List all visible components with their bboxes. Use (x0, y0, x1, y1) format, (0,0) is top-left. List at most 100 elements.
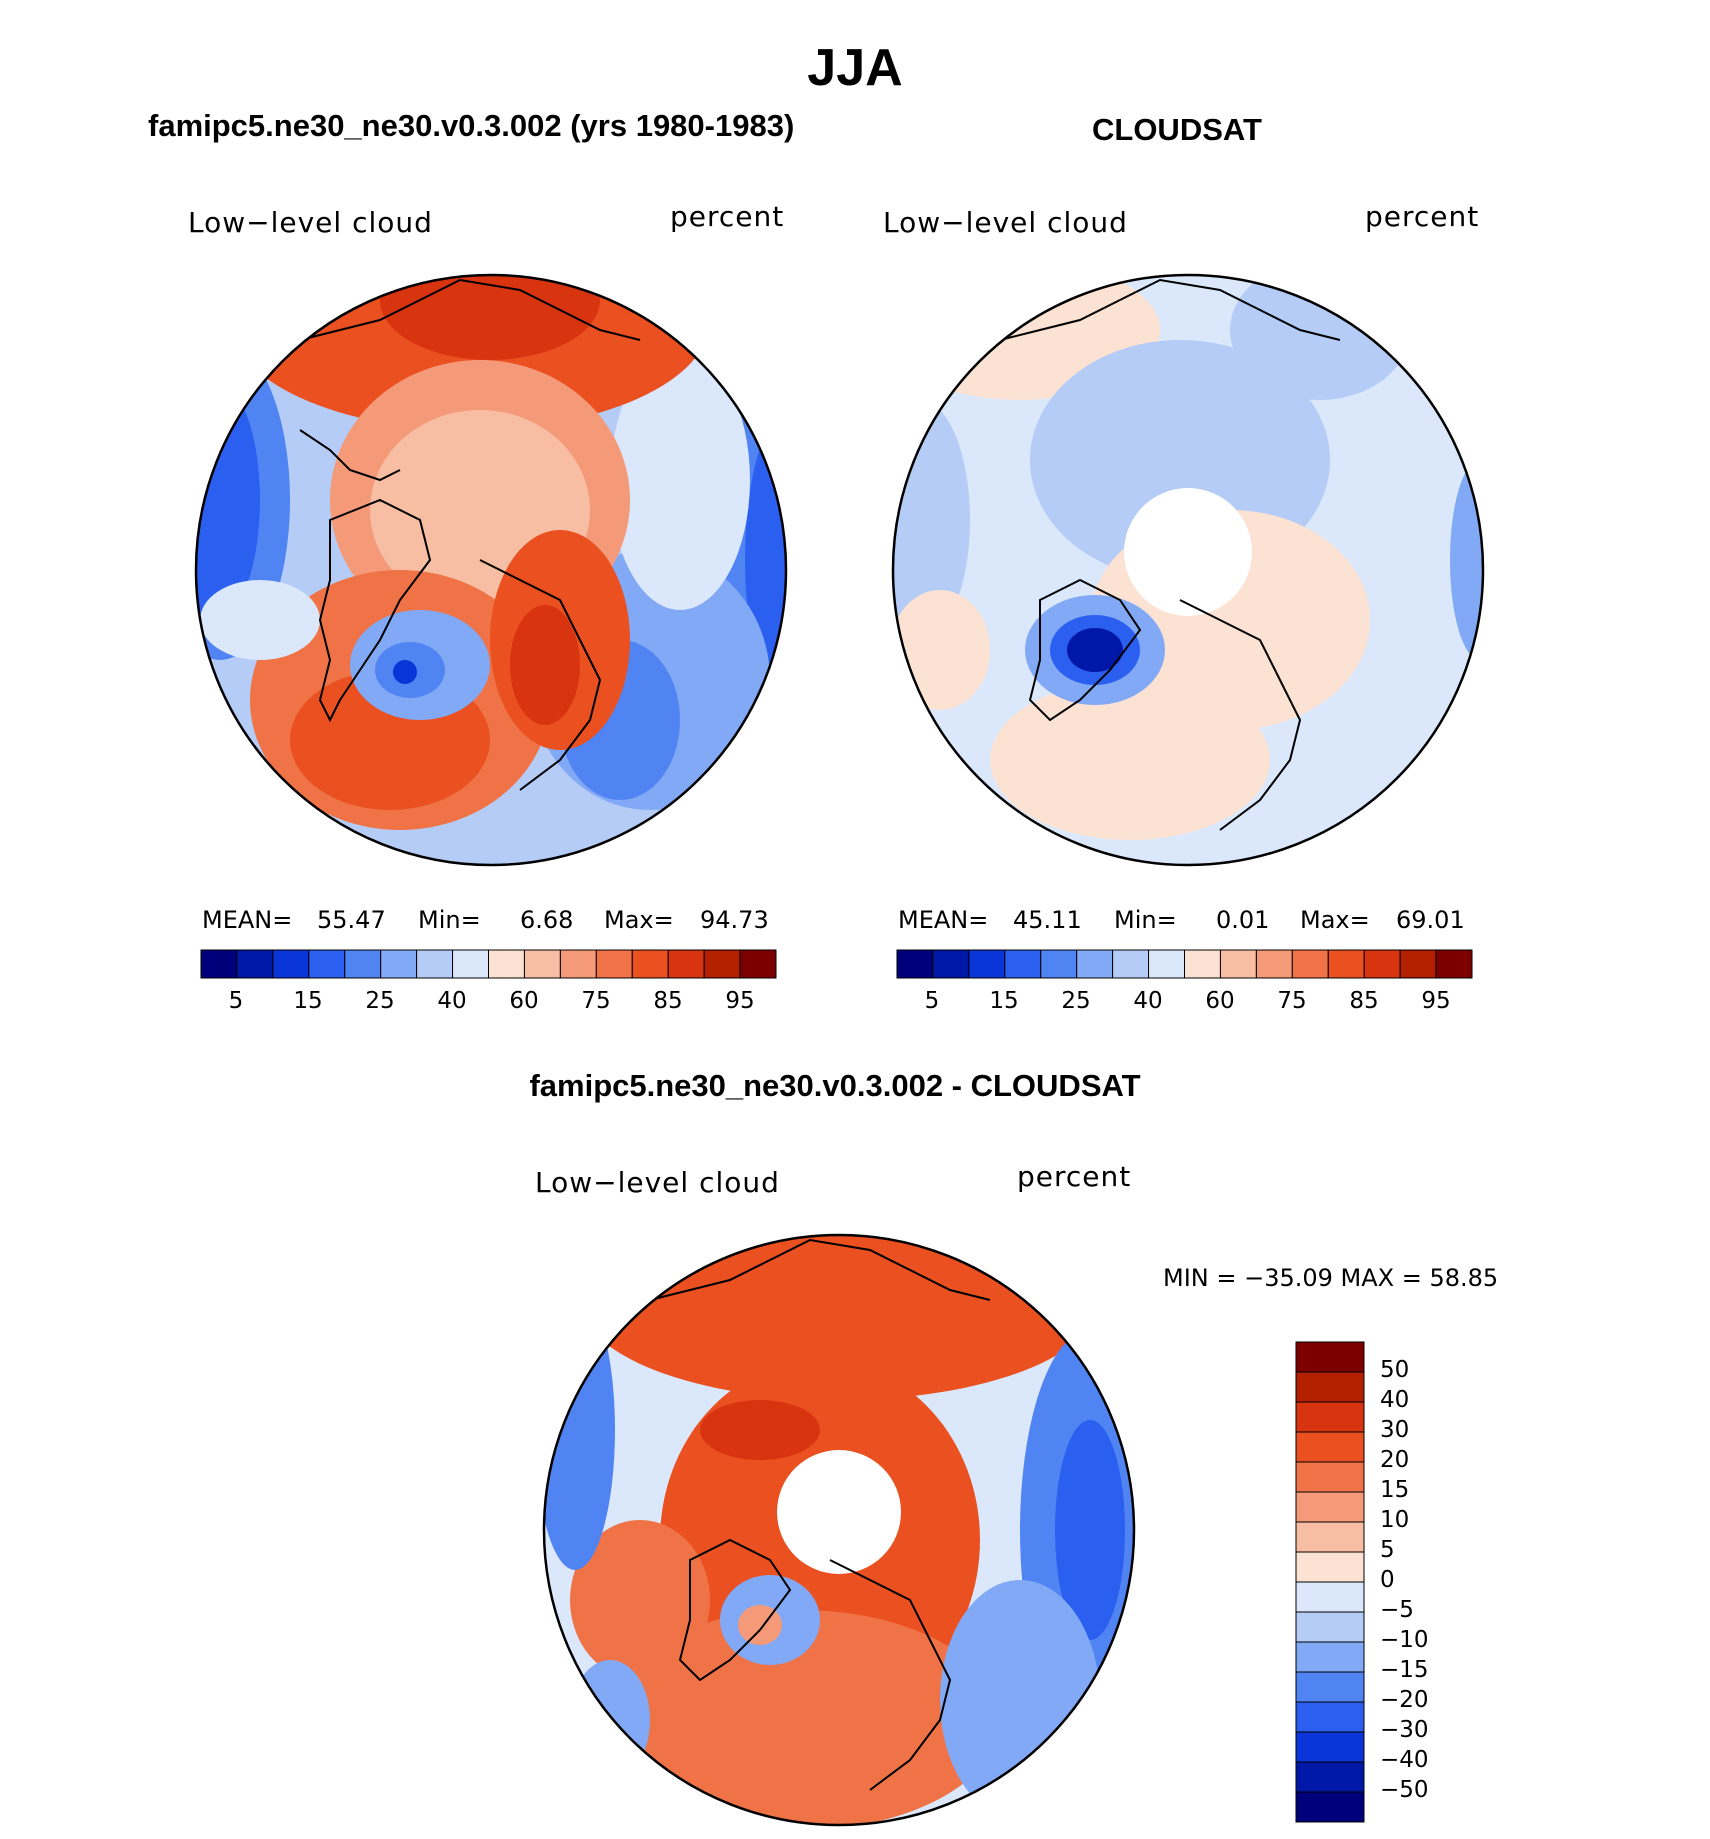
obs-map (891, 273, 1485, 867)
diff-colorbar-swatch (1295, 1581, 1365, 1613)
model-panel-subtitle: famipc5.ne30_ne30.v0.3.002 (yrs 1980-198… (148, 108, 795, 143)
diff-colorbar-swatch (1295, 1701, 1365, 1733)
figure-title: JJA (807, 39, 903, 97)
obs-colorbar-swatch (1255, 949, 1293, 979)
obs-colorbar-tick: 75 (1277, 988, 1307, 1014)
diff-colorbar-swatch (1295, 1341, 1365, 1373)
diff-colorbar-tick: −20 (1380, 1687, 1429, 1713)
diff-colorbar-swatch (1295, 1761, 1365, 1793)
diff-colorbar-swatch (1295, 1521, 1365, 1553)
obs-colorbar-tick: 60 (1205, 988, 1235, 1014)
model-map (194, 273, 788, 867)
model-variable-label: Low−level cloud (188, 206, 433, 239)
diff-units-label: percent (1017, 1160, 1132, 1193)
diff-field (544, 1235, 1134, 1825)
obs-colorbar-swatch (932, 949, 970, 979)
obs-min-value: 0.01 (1216, 906, 1270, 934)
obs-colorbar-tick: 85 (1349, 988, 1379, 1014)
diff-colorbar-tick: 5 (1380, 1537, 1395, 1563)
diff-colorbar-swatch (1295, 1461, 1365, 1493)
obs-units-label: percent (1365, 200, 1480, 233)
diff-colorbar-swatch (1295, 1551, 1365, 1583)
model-colorbar-tick: 40 (437, 988, 467, 1014)
obs-colorbar-tick: 5 (924, 988, 940, 1014)
diff-colorbar-tick: −40 (1380, 1747, 1429, 1773)
model-colorbar-swatch (272, 949, 310, 979)
model-colorbar-swatch (488, 949, 525, 979)
obs-colorbar-tick: 15 (989, 988, 1019, 1014)
model-colorbar-swatch (595, 949, 633, 979)
model-colorbar-swatch (739, 949, 777, 979)
obs-min-label: Min= (1114, 906, 1177, 934)
model-map-border (194, 273, 788, 867)
diff-colorbar-tick: −5 (1380, 1597, 1414, 1623)
obs-max-value: 69.01 (1396, 906, 1465, 934)
model-mean-value: 55.47 (317, 906, 386, 934)
obs-colorbar-swatch (1148, 949, 1185, 979)
diff-colorbar-swatch (1295, 1401, 1365, 1433)
model-colorbar-swatch (416, 949, 454, 979)
obs-colorbar-swatch (896, 949, 934, 979)
model-colorbar-tick: 25 (365, 988, 395, 1014)
diff-colorbar (1295, 1341, 1365, 1823)
diff-colorbar-tick: 20 (1380, 1447, 1410, 1473)
model-colorbar-swatch (452, 949, 489, 979)
obs-colorbar-tick: 25 (1061, 988, 1091, 1014)
diff-colorbar-tick: −30 (1380, 1717, 1429, 1743)
obs-colorbar-swatch (1435, 949, 1473, 979)
diff-colorbar-swatch (1295, 1731, 1365, 1763)
model-colorbar-tick: 85 (653, 988, 683, 1014)
model-colorbar-swatch (559, 949, 597, 979)
obs-colorbar-swatch (1076, 949, 1114, 979)
model-colorbar-tick: 15 (293, 988, 323, 1014)
diff-colorbar-swatch (1295, 1371, 1365, 1403)
model-units-label: percent (670, 200, 785, 233)
diff-variable-label: Low−level cloud (535, 1166, 780, 1199)
obs-colorbar-swatch (1399, 949, 1437, 979)
obs-colorbar-swatch (1040, 949, 1078, 979)
obs-colorbar-swatch (1184, 949, 1221, 979)
model-colorbar-tick: 95 (725, 988, 755, 1014)
diff-panel-subtitle: famipc5.ne30_ne30.v0.3.002 - CLOUDSAT (529, 1068, 1141, 1103)
model-colorbar-swatch (344, 949, 382, 979)
obs-colorbar-tick: 40 (1133, 988, 1163, 1014)
obs-max-label: Max= (1300, 906, 1370, 934)
model-min-value: 6.68 (520, 906, 574, 934)
diff-map (542, 1233, 1136, 1827)
diff-colorbar-tick: 50 (1380, 1357, 1410, 1383)
obs-colorbar (896, 949, 1473, 979)
model-colorbar-swatch (308, 949, 346, 979)
obs-mean-value: 45.11 (1013, 906, 1082, 934)
model-colorbar-swatch (523, 949, 561, 979)
diff-colorbar-tick: 15 (1380, 1477, 1410, 1503)
model-colorbar-tick: 60 (509, 988, 539, 1014)
obs-colorbar-swatch (1112, 949, 1150, 979)
diff-minmax-text: MIN = −35.09 MAX = 58.85 (1163, 1264, 1499, 1292)
model-colorbar (200, 949, 777, 979)
diff-colorbar-tick: 0 (1380, 1567, 1395, 1593)
model-colorbar-swatch (631, 949, 669, 979)
obs-colorbar-swatch (1327, 949, 1365, 979)
obs-colorbar-swatch (968, 949, 1006, 979)
obs-variable-label: Low−level cloud (883, 206, 1128, 239)
obs-colorbar-swatch (1363, 949, 1401, 979)
diff-colorbar-tick: −10 (1380, 1627, 1429, 1653)
diff-colorbar-swatch (1295, 1671, 1365, 1703)
diff-colorbar-tick: −50 (1380, 1777, 1429, 1803)
obs-colorbar-swatch (1219, 949, 1257, 979)
diff-colorbar-swatch (1295, 1641, 1365, 1673)
model-colorbar-swatch (200, 949, 238, 979)
model-colorbar-swatch (703, 949, 741, 979)
model-colorbar-tick: 75 (581, 988, 611, 1014)
diff-colorbar-swatch (1295, 1611, 1365, 1643)
diff-colorbar-tick: −15 (1380, 1657, 1429, 1683)
obs-panel-subtitle: CLOUDSAT (1092, 112, 1262, 147)
model-max-label: Max= (604, 906, 674, 934)
diff-colorbar-tick: 10 (1380, 1507, 1410, 1533)
model-colorbar-swatch (380, 949, 418, 979)
obs-colorbar-tick: 95 (1421, 988, 1451, 1014)
model-colorbar-swatch (667, 949, 705, 979)
model-field (196, 275, 786, 865)
diff-colorbar-swatch (1295, 1491, 1365, 1523)
